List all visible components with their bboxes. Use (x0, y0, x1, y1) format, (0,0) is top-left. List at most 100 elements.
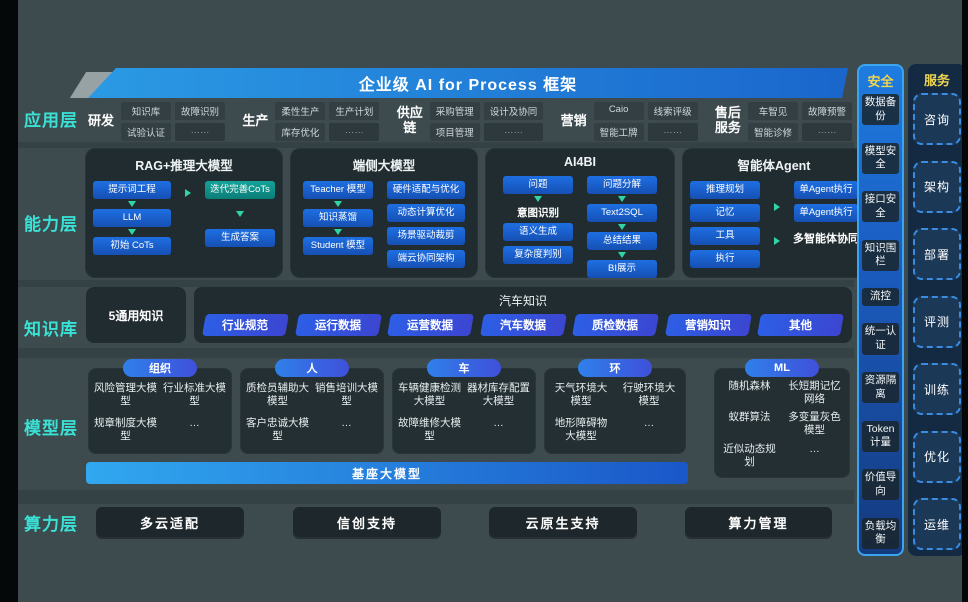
security-item: 负载均衡 (862, 517, 899, 549)
model-item: 器材库存配置大模型 (467, 382, 530, 408)
flow-box: 生成答案 (205, 228, 275, 247)
flow-box: 问题分解 (587, 176, 657, 194)
security-item: 模型安全 (862, 142, 899, 174)
security-item: 资源隔离 (862, 371, 899, 404)
app-chip: 故障识别 (175, 101, 226, 120)
app-chip: 库存优化 (275, 122, 326, 141)
model-item-more: … (493, 417, 504, 430)
app-group-marketing: 营销 Caio 线索评级 智能工牌 …… (559, 101, 698, 141)
model-item: 天气环境大模型 (554, 382, 608, 408)
app-chip-more: …… (647, 122, 698, 141)
general-knowledge-card: 5通用知识 (86, 287, 186, 343)
card-rag-reasoning: RAG+推理大模型 提示词工程 LLM 初始 CoTs 迭代完善CoTs 生成答… (85, 148, 283, 278)
capability-layer-row: RAG+推理大模型 提示词工程 LLM 初始 CoTs 迭代完善CoTs 生成答… (85, 148, 866, 278)
model-item: 多变量灰色模型 (788, 411, 841, 437)
app-chip: 柔性生产 (275, 101, 326, 120)
service-item: 评测 (913, 295, 961, 348)
card-ai4bi: AI4BI 问题 意图识别 语义生成 复杂度判别 问题分解 Text2SQL 总… (485, 148, 675, 278)
model-group-ml: ML 随机森林 长短期记忆网络 蚁群算法 多变量灰色模型 近似动态规划 … (714, 359, 850, 478)
flow-box: 动态计算优化 (387, 203, 465, 222)
service-item: 部署 (913, 228, 961, 280)
flow-box: 总结结果 (587, 231, 657, 250)
auto-knowledge-card: 汽车知识 行业规范 运行数据 运营数据 汽车数据 质检数据 营销知识 其他 (194, 287, 852, 343)
app-chip: 生产计划 (329, 101, 380, 120)
service-item: 咨询 (913, 93, 961, 145)
knowledge-chip-label: 行业规范 (222, 320, 269, 332)
model-item: 故障维修大模型 (398, 417, 461, 443)
application-layer-row: 研发 知识库 故障识别 试验认证 …… 生产 柔性生产 生产计划 库存优化 ……… (86, 100, 852, 142)
app-group-production: 生产 柔性生产 生产计划 库存优化 …… (240, 101, 380, 141)
flow-box: 复杂度判别 (503, 245, 573, 264)
knowledge-chip: 汽车数据 (479, 314, 567, 336)
card-title: AI4BI (564, 155, 596, 169)
arrow-down-icon (618, 223, 626, 230)
layer-divider (18, 280, 854, 287)
security-items: 数据备份 模型安全 接口安全 知识围栏 流控 统一认证 资源隔离 Token计量… (862, 94, 899, 549)
flow-box: 端云协同架构 (387, 249, 465, 268)
model-item: 蚁群算法 (728, 411, 771, 424)
flow-label: 意图识别 (517, 206, 559, 219)
app-chip: 试验认证 (121, 122, 172, 141)
arrow-right-icon (185, 189, 191, 197)
flow-box: 工具 (690, 226, 760, 245)
compute-item-multicloud: 多云适配 (96, 507, 244, 537)
model-group-pill: ML (745, 359, 819, 377)
model-item-more: … (643, 417, 655, 430)
auto-knowledge-title: 汽车知识 (498, 294, 547, 308)
model-group-pill: 车 (427, 359, 501, 377)
base-model-bar: 基座大模型 (86, 462, 688, 484)
layer-divider (18, 348, 854, 358)
model-group-pill: 人 (275, 359, 349, 377)
app-chip: Caio (593, 101, 644, 120)
model-item: 随机森林 (728, 380, 771, 392)
layer-divider (18, 490, 854, 504)
model-group-environment: 环 天气环境大模型 行驶环境大模型 地形障碍物大模型 … (544, 359, 686, 454)
left-black-edge (0, 0, 18, 602)
arrow-down-icon (128, 228, 136, 235)
flow-box: Student 模型 (303, 236, 373, 255)
arrow-down-icon (236, 210, 244, 217)
app-chip-more: …… (801, 122, 852, 141)
knowledge-chip-label: 汽车数据 (500, 320, 547, 332)
model-item-more: … (809, 442, 820, 455)
card-edge-model: 端侧大模型 Teacher 模型 知识蒸馏 Student 模型 硬件适配与优化… (290, 148, 478, 278)
app-group-chips: 采购管理 设计及协同 项目管理 …… (429, 101, 544, 141)
app-chip: 智能诊修 (747, 122, 798, 141)
security-item: 知识围栏 (862, 239, 899, 272)
flow-box: Teacher 模型 (303, 181, 373, 199)
security-item: 统一认证 (862, 323, 899, 355)
banner-title: 企业级 AI for Process 框架 (358, 77, 578, 94)
service-item: 运维 (913, 498, 961, 550)
security-item: 价值导向 (862, 469, 899, 501)
flow-box: 知识蒸馏 (303, 208, 373, 227)
app-chip: 线索评级 (647, 101, 698, 120)
model-item: 质检员辅助大模型 (246, 382, 309, 408)
flow-box: Text2SQL (587, 203, 657, 222)
app-group-label: 生产 (242, 112, 269, 128)
security-item: 数据备份 (862, 94, 899, 126)
layer-label-knowledge: 知识库 (24, 320, 78, 339)
model-item: 销售培训大模型 (315, 382, 378, 408)
model-group-pill: 组织 (123, 359, 197, 377)
flow-box: 单Agent执行 (794, 181, 858, 199)
app-group-supply-chain: 供应链 采购管理 设计及协同 项目管理 …… (395, 101, 544, 141)
app-group-chips: 柔性生产 生产计划 库存优化 …… (275, 101, 380, 141)
knowledge-chip-label: 运营数据 (407, 320, 454, 332)
model-group-organization: 组织 风险管理大模型 行业标准大模型 规章制度大模型 … (88, 359, 232, 454)
knowledge-chip: 营销知识 (664, 314, 752, 336)
layer-label-application: 应用层 (24, 111, 78, 130)
knowledge-chip: 运营数据 (387, 314, 474, 336)
model-item: 规章制度大模型 (94, 417, 157, 443)
arrow-down-icon (618, 251, 626, 258)
app-chip: 车智见 (747, 101, 798, 120)
model-item: 长短期记忆网络 (788, 380, 841, 406)
framework-banner: 企业级 AI for Process 框架 (88, 68, 848, 98)
compute-item-xinchuang: 信创支持 (293, 507, 441, 537)
model-item: 车辆健康检测大模型 (398, 382, 461, 408)
arrow-down-icon (128, 200, 136, 207)
knowledge-chip-label: 其他 (789, 320, 813, 332)
app-chip: 采购管理 (429, 101, 480, 120)
knowledge-chip: 质检数据 (572, 314, 659, 336)
security-item: 接口安全 (862, 191, 899, 223)
